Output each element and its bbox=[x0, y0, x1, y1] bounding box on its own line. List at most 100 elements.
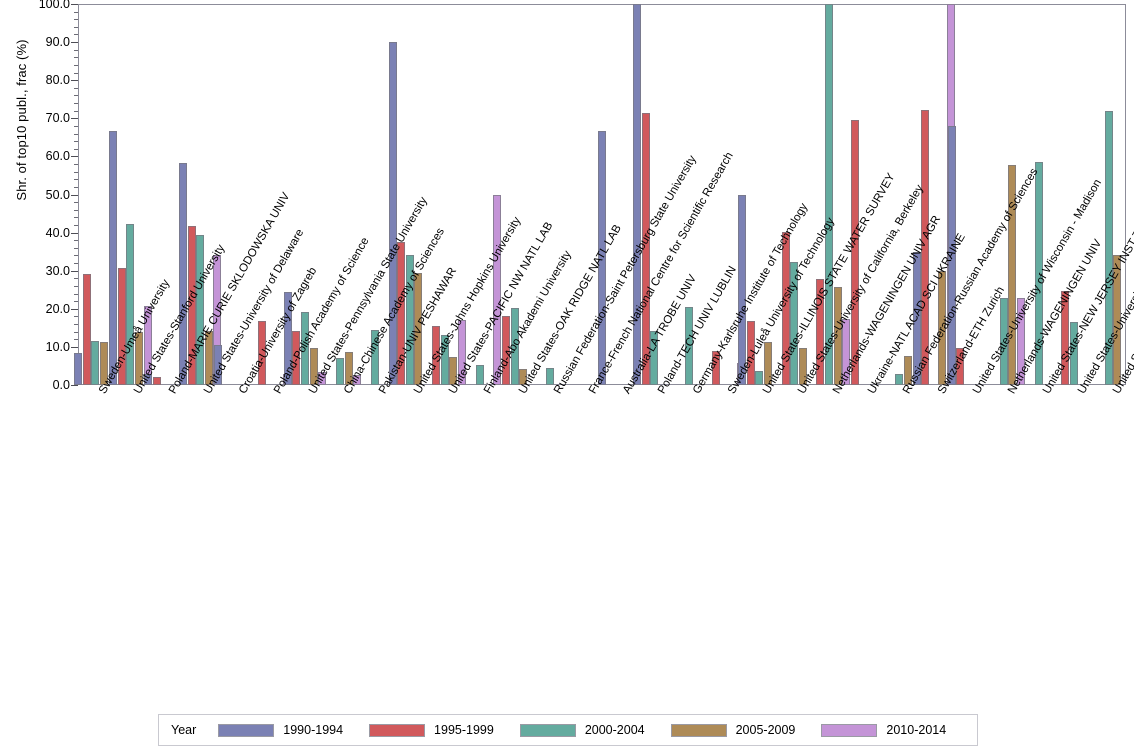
y-tick-label: 70.0 bbox=[45, 111, 70, 126]
legend-item[interactable]: 1990-1994 bbox=[218, 723, 343, 737]
bar bbox=[1069, 321, 1078, 385]
legend-swatch bbox=[519, 723, 576, 737]
y-tick-minor-mark bbox=[74, 57, 78, 59]
bar bbox=[318, 372, 327, 385]
legend-label: 2000-2004 bbox=[584, 723, 645, 737]
y-tick-minor-mark bbox=[74, 209, 78, 211]
legend-label: 2010-2014 bbox=[886, 723, 947, 737]
y-tick-minor-mark bbox=[74, 217, 78, 219]
legend-swatch bbox=[821, 723, 878, 737]
bar bbox=[432, 325, 441, 385]
bar bbox=[903, 356, 912, 385]
bar bbox=[475, 364, 484, 385]
bar bbox=[135, 332, 143, 385]
y-tick-minor-mark bbox=[74, 339, 78, 341]
bar bbox=[816, 279, 825, 385]
bar bbox=[257, 321, 266, 385]
y-tick-minor-mark bbox=[74, 278, 78, 280]
bar bbox=[283, 292, 292, 385]
bar bbox=[956, 347, 965, 385]
y-tick-minor-mark bbox=[74, 11, 78, 13]
y-tick-label: 90.0 bbox=[45, 35, 70, 50]
bar bbox=[633, 4, 642, 385]
bar bbox=[309, 348, 318, 385]
bar bbox=[851, 120, 860, 385]
bar bbox=[449, 357, 458, 385]
y-tick-minor-mark bbox=[74, 133, 78, 135]
y-tick-mark bbox=[71, 80, 78, 82]
legend-item[interactable]: 1995-1999 bbox=[369, 723, 494, 737]
bar bbox=[938, 271, 947, 385]
bar bbox=[204, 330, 213, 385]
bar bbox=[388, 42, 397, 385]
bar bbox=[458, 320, 466, 385]
bar bbox=[1016, 298, 1025, 385]
y-tick-minor-mark bbox=[74, 316, 78, 318]
y-tick-minor-mark bbox=[74, 103, 78, 105]
bar bbox=[440, 335, 449, 385]
y-tick-label: 0.0 bbox=[52, 378, 70, 392]
bar bbox=[126, 224, 135, 385]
y-tick-minor-mark bbox=[74, 34, 78, 36]
bar bbox=[1008, 164, 1017, 385]
bar bbox=[179, 162, 188, 385]
bar bbox=[833, 287, 842, 385]
y-tick-minor-mark bbox=[74, 224, 78, 226]
y-tick-minor-mark bbox=[74, 125, 78, 127]
bar bbox=[947, 125, 956, 385]
bar bbox=[763, 341, 772, 385]
y-tick-label: 50.0 bbox=[45, 187, 70, 202]
bar bbox=[397, 242, 406, 385]
legend-item[interactable]: 2005-2009 bbox=[670, 723, 795, 737]
bar bbox=[82, 273, 91, 385]
y-tick-mark bbox=[71, 156, 78, 158]
bar bbox=[196, 234, 205, 385]
bar bbox=[519, 369, 528, 385]
y-tick-minor-mark bbox=[74, 331, 78, 333]
bar bbox=[790, 261, 799, 385]
legend: Year 1990-1994 1995-1999 2000-2004 2005-200… bbox=[158, 714, 978, 746]
y-tick-minor-mark bbox=[74, 148, 78, 150]
bars-layer bbox=[74, 4, 1126, 385]
bar bbox=[825, 4, 834, 385]
bar bbox=[292, 330, 301, 385]
bar bbox=[912, 251, 921, 385]
bar bbox=[921, 109, 930, 385]
y-tick-minor-mark bbox=[74, 141, 78, 143]
legend-label: 1995-1999 bbox=[434, 723, 494, 737]
y-tick-minor-mark bbox=[74, 263, 78, 265]
bar bbox=[144, 373, 153, 385]
bar bbox=[999, 298, 1008, 385]
bar bbox=[510, 308, 519, 385]
bar bbox=[336, 358, 344, 385]
y-tick-minor-mark bbox=[74, 240, 78, 242]
y-tick-label: 80.0 bbox=[45, 73, 70, 88]
bar bbox=[894, 373, 903, 385]
y-tick-minor-mark bbox=[74, 171, 78, 173]
bar bbox=[353, 375, 362, 385]
bar bbox=[755, 370, 764, 385]
y-tick-mark bbox=[71, 194, 78, 196]
y-tick-minor-mark bbox=[74, 72, 78, 74]
bar bbox=[1061, 290, 1069, 385]
y-tick-label: 10.0 bbox=[45, 339, 70, 354]
legend-title: Year bbox=[171, 723, 197, 737]
legend-item[interactable]: 2000-2004 bbox=[519, 723, 645, 737]
y-tick-minor-mark bbox=[74, 26, 78, 28]
y-tick-mark bbox=[71, 118, 78, 120]
bar bbox=[685, 307, 694, 385]
legend-swatch bbox=[369, 723, 426, 737]
y-tick-mark bbox=[71, 270, 78, 272]
bar bbox=[152, 376, 161, 385]
y-tick-minor-mark bbox=[74, 247, 78, 249]
y-tick-minor-mark bbox=[74, 164, 78, 166]
bar bbox=[214, 345, 222, 385]
legend-item[interactable]: 2010-2014 bbox=[821, 723, 946, 737]
bar bbox=[117, 268, 126, 385]
y-tick-minor-mark bbox=[74, 87, 78, 89]
bar bbox=[545, 368, 554, 385]
legend-swatch bbox=[670, 723, 727, 737]
y-tick-minor-mark bbox=[74, 293, 78, 295]
y-tick-mark bbox=[71, 385, 78, 386]
